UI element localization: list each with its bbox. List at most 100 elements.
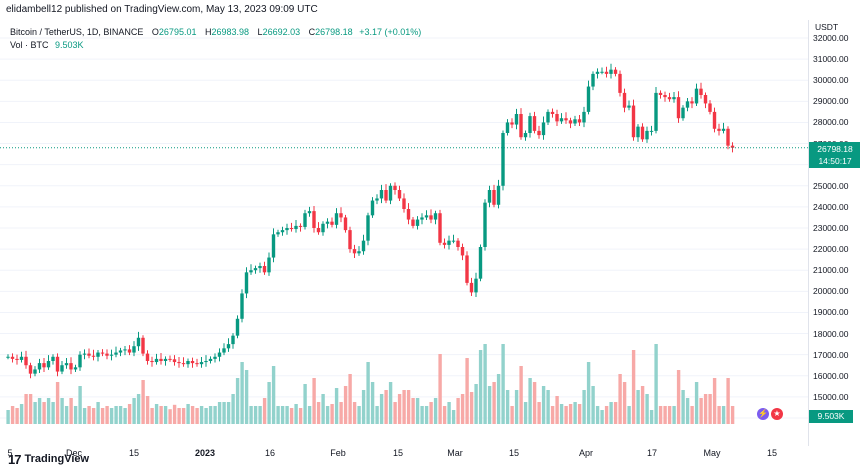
candle[interactable] — [613, 67, 618, 77]
candle[interactable] — [654, 86, 658, 134]
candle[interactable] — [393, 182, 397, 195]
candle[interactable] — [559, 113, 564, 124]
candle[interactable] — [568, 117, 573, 129]
candle[interactable] — [721, 122, 726, 134]
candle[interactable] — [631, 99, 636, 141]
candle[interactable] — [415, 216, 420, 230]
currency-label[interactable]: USDT — [815, 22, 839, 32]
candle[interactable] — [105, 349, 109, 360]
candle[interactable] — [190, 357, 195, 368]
candle[interactable] — [460, 243, 465, 261]
candle[interactable] — [420, 213, 424, 225]
candle[interactable] — [285, 223, 289, 235]
candle[interactable] — [240, 289, 244, 323]
candle[interactable] — [55, 353, 60, 377]
candle[interactable] — [289, 222, 294, 232]
candle[interactable] — [325, 218, 330, 229]
candle[interactable] — [199, 356, 204, 368]
candle[interactable] — [150, 356, 154, 367]
candle[interactable] — [627, 100, 631, 111]
candle[interactable] — [712, 107, 717, 133]
candle[interactable] — [366, 212, 370, 246]
candle[interactable] — [253, 265, 258, 274]
candle[interactable] — [154, 353, 159, 365]
candle[interactable] — [447, 235, 451, 250]
candle[interactable] — [658, 90, 663, 99]
candle[interactable] — [726, 126, 730, 150]
candle[interactable] — [478, 244, 483, 282]
candle[interactable] — [159, 352, 163, 365]
candle[interactable] — [91, 349, 96, 361]
candle[interactable] — [172, 355, 177, 366]
candle[interactable] — [388, 183, 393, 205]
candle[interactable] — [213, 353, 217, 363]
candle[interactable] — [438, 209, 442, 246]
candle[interactable] — [330, 217, 334, 228]
candle[interactable] — [294, 219, 298, 233]
candle[interactable] — [181, 357, 186, 367]
candle[interactable] — [177, 356, 181, 368]
candle[interactable] — [591, 71, 595, 91]
candle[interactable] — [132, 341, 136, 357]
candle[interactable] — [141, 335, 145, 357]
candle[interactable] — [244, 267, 249, 299]
candle[interactable] — [361, 234, 366, 255]
candle[interactable] — [411, 217, 415, 229]
tradingview-branding[interactable]: 17 TradingView — [8, 450, 89, 468]
candle[interactable] — [514, 108, 519, 130]
candle[interactable] — [546, 109, 550, 125]
candle[interactable] — [595, 68, 600, 79]
candle[interactable] — [136, 331, 141, 351]
candle[interactable] — [537, 125, 541, 139]
us-flag-event-icon[interactable]: ★ — [771, 408, 783, 420]
candle[interactable] — [636, 124, 640, 142]
candle[interactable] — [298, 223, 303, 232]
candle[interactable] — [550, 108, 555, 118]
candle[interactable] — [276, 229, 280, 237]
candle[interactable] — [492, 184, 496, 208]
candle[interactable] — [339, 207, 343, 223]
candle[interactable] — [519, 108, 523, 140]
candle[interactable] — [73, 364, 78, 372]
candle[interactable] — [321, 221, 325, 236]
candle[interactable] — [195, 358, 199, 367]
candle[interactable] — [577, 115, 582, 127]
candle[interactable] — [717, 123, 721, 136]
candle[interactable] — [451, 234, 456, 244]
candle[interactable] — [267, 252, 271, 276]
candle[interactable] — [645, 126, 649, 143]
candle[interactable] — [60, 361, 64, 375]
candle[interactable] — [685, 97, 690, 112]
candle[interactable] — [528, 112, 532, 138]
candle[interactable] — [145, 350, 150, 365]
candle[interactable] — [217, 348, 222, 362]
candle[interactable] — [28, 362, 33, 379]
candle[interactable] — [694, 83, 699, 106]
candle[interactable] — [384, 184, 388, 204]
candle[interactable] — [375, 194, 379, 205]
candle[interactable] — [78, 351, 82, 371]
candle[interactable] — [37, 358, 42, 374]
candle[interactable] — [640, 123, 645, 142]
candle[interactable] — [127, 345, 132, 356]
volume-label[interactable]: Vol · BTC — [10, 40, 49, 50]
candle[interactable] — [663, 91, 667, 102]
candle[interactable] — [249, 264, 253, 275]
candle[interactable] — [303, 209, 307, 230]
candle[interactable] — [573, 115, 577, 127]
candle[interactable] — [397, 185, 402, 201]
candle[interactable] — [406, 203, 411, 225]
candle[interactable] — [604, 66, 609, 78]
candle[interactable] — [307, 206, 312, 217]
lightning-event-icon[interactable]: ⚡ — [757, 408, 769, 420]
chart-svg[interactable] — [0, 20, 808, 446]
candle[interactable] — [226, 338, 231, 352]
candle[interactable] — [487, 185, 492, 208]
candle[interactable] — [541, 116, 546, 140]
candle[interactable] — [622, 88, 627, 113]
candle[interactable] — [352, 244, 357, 258]
candle[interactable] — [64, 358, 69, 369]
candle[interactable] — [510, 118, 514, 129]
candle[interactable] — [609, 63, 613, 79]
candle[interactable] — [114, 346, 118, 358]
